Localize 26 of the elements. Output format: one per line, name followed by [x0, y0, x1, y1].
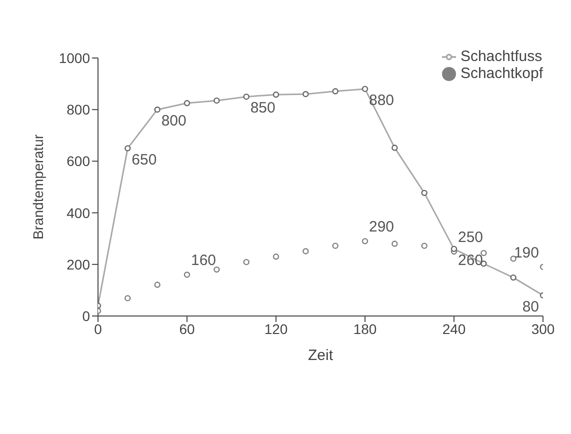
y-tick-label: 800 — [66, 102, 90, 118]
y-tick-label: 200 — [66, 256, 90, 272]
y-tick-label: 400 — [66, 204, 90, 221]
x-tick-label: 180 — [353, 320, 377, 337]
legend-label: Schachtkopf — [460, 65, 543, 82]
x-tick-label: 120 — [264, 320, 288, 337]
y-tick-label: 1000 — [58, 50, 90, 66]
x-tick-label: 60 — [179, 320, 195, 337]
data-label: 260 — [458, 252, 484, 269]
legend-label: Schachtfuss — [460, 48, 542, 65]
data-label: 290 — [369, 218, 394, 236]
data-label: 800 — [161, 112, 186, 130]
x-axis-title: Zeit — [308, 347, 334, 364]
data-label: 80 — [522, 298, 539, 316]
x-tick-label: 0 — [94, 320, 102, 337]
data-label: 650 — [132, 151, 157, 168]
y-axis-title: Brandtemperatur — [30, 134, 46, 240]
data-label: 880 — [369, 92, 394, 109]
data-label: 850 — [250, 100, 276, 117]
y-tick-label: 600 — [66, 153, 90, 170]
x-tick-label: 300 — [531, 320, 555, 337]
data-label: 250 — [458, 228, 484, 246]
y-tick-label: 0 — [82, 308, 90, 324]
data-label: 190 — [514, 244, 539, 262]
x-tick-label: 240 — [442, 320, 466, 337]
data-label: 160 — [191, 252, 216, 270]
